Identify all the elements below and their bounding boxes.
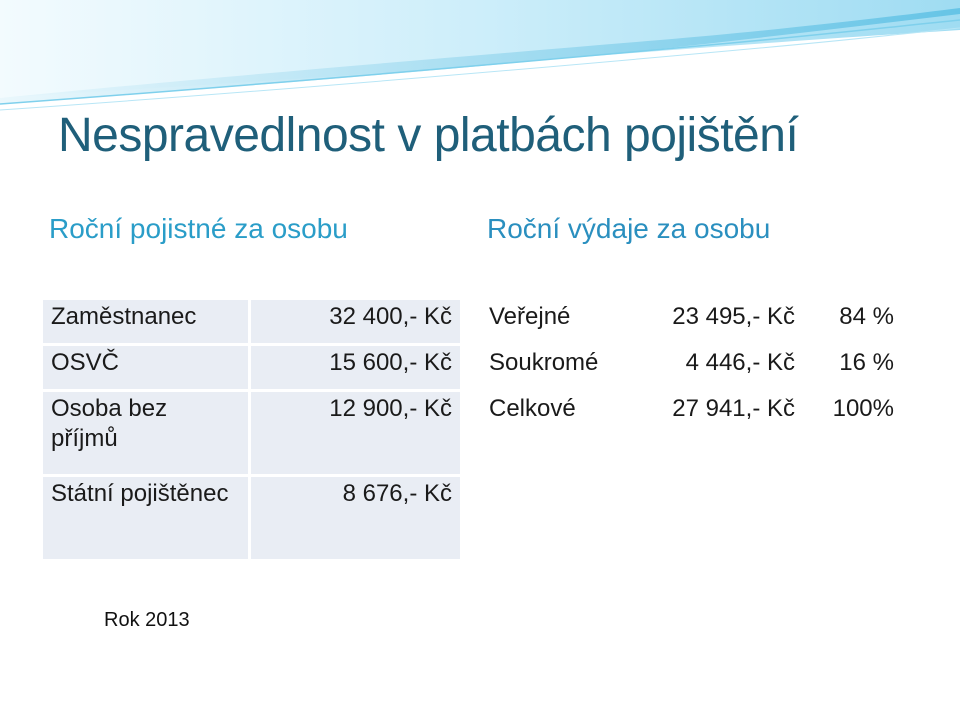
premium-amount: 15 600,- Kč xyxy=(251,346,460,389)
expense-amount: 4 446,- Kč xyxy=(636,346,803,389)
table-row: Zaměstnanec 32 400,- Kč xyxy=(43,300,460,343)
expense-share: 100% xyxy=(806,392,902,435)
premium-amount: 12 900,- Kč xyxy=(251,392,460,474)
premium-category: Zaměstnanec xyxy=(43,300,248,343)
table-row: Soukromé 4 446,- Kč 16 % xyxy=(481,346,902,389)
table-row: OSVČ 15 600,- Kč xyxy=(43,346,460,389)
year-note: Rok 2013 xyxy=(104,609,190,631)
table-row: Celkové 27 941,- Kč 100% xyxy=(481,392,902,435)
expense-share: 16 % xyxy=(806,346,902,389)
slide-title: Nespravedlnost v platbách pojištění xyxy=(58,109,799,162)
premium-amount: 8 676,- Kč xyxy=(251,477,460,559)
expenses-heading: Roční výdaje za osobu xyxy=(487,213,771,244)
table-row: Osoba bez příjmů 12 900,- Kč xyxy=(43,392,460,474)
expense-category: Celkové xyxy=(481,392,633,435)
table-row: Veřejné 23 495,- Kč 84 % xyxy=(481,300,902,343)
expense-category: Soukromé xyxy=(481,346,633,389)
premium-amount: 32 400,- Kč xyxy=(251,300,460,343)
expense-category: Veřejné xyxy=(481,300,633,343)
premium-category: Státní pojištěnec xyxy=(43,477,248,559)
expenses-table: Veřejné 23 495,- Kč 84 % Soukromé 4 446,… xyxy=(478,297,905,438)
premiums-heading: Roční pojistné za osobu xyxy=(49,213,348,244)
expense-amount: 27 941,- Kč xyxy=(636,392,803,435)
premiums-table: Zaměstnanec 32 400,- Kč OSVČ 15 600,- Kč… xyxy=(40,297,463,562)
table-row: Státní pojištěnec 8 676,- Kč xyxy=(43,477,460,559)
premium-category: OSVČ xyxy=(43,346,248,389)
premium-category: Osoba bez příjmů xyxy=(43,392,248,474)
header-wave-decoration xyxy=(0,0,960,111)
expense-amount: 23 495,- Kč xyxy=(636,300,803,343)
expense-share: 84 % xyxy=(806,300,902,343)
